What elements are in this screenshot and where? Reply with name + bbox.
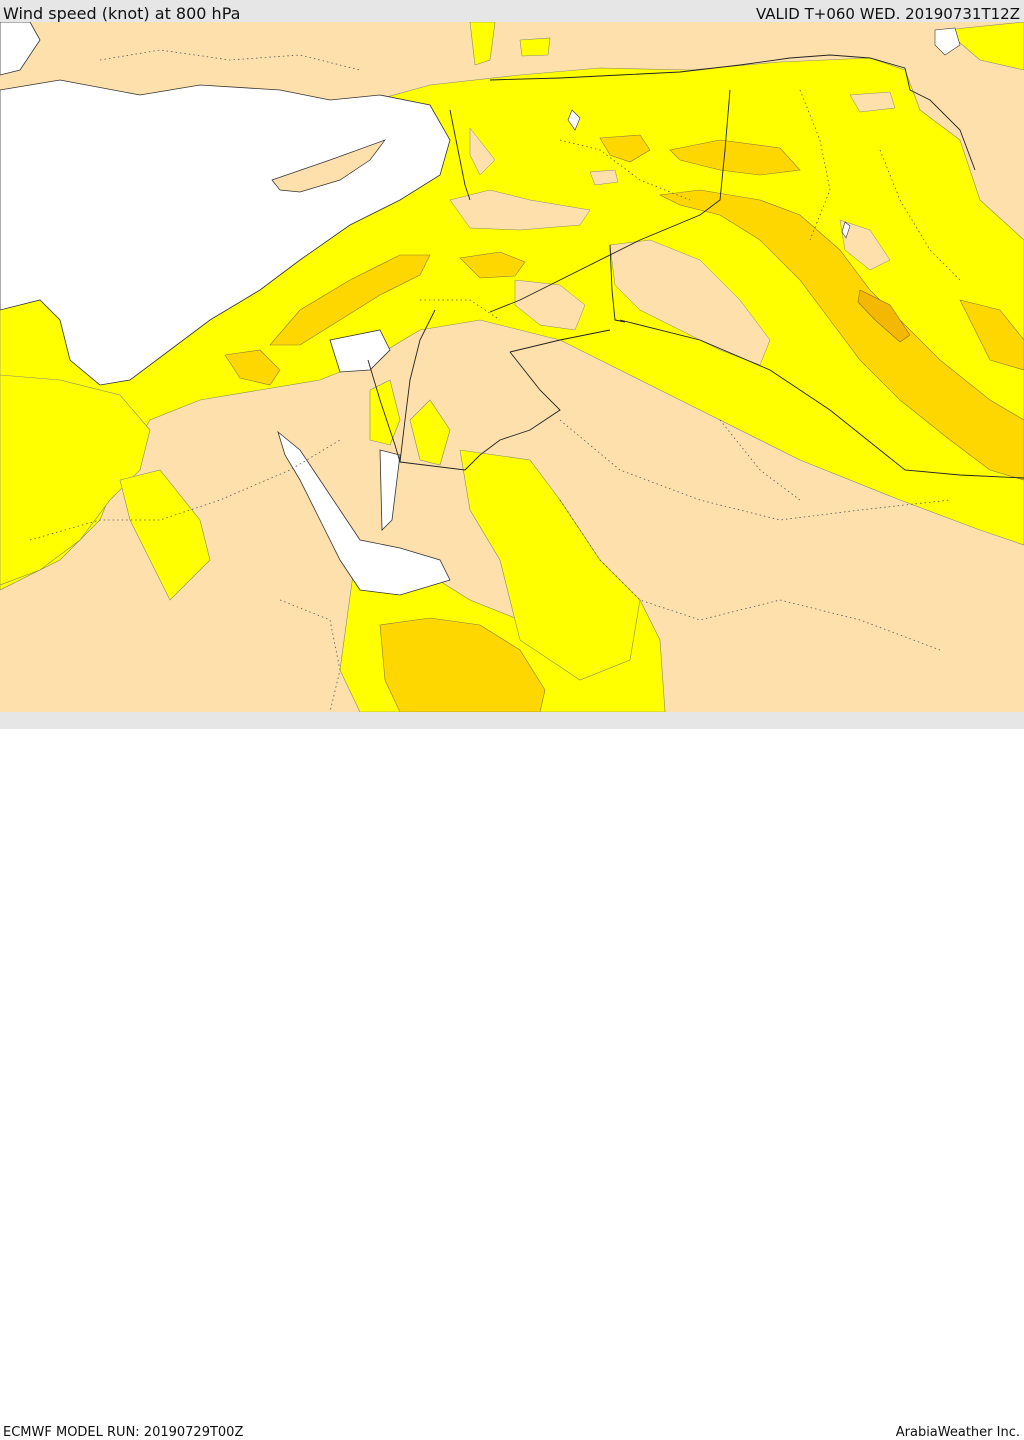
map-title: Wind speed (knot) at 800 hPa (3, 4, 241, 23)
province-borders (29, 49, 961, 712)
country-borders (367, 54, 1024, 479)
cyprus-island (271, 139, 386, 193)
wind-speed-map (0, 22, 1024, 712)
wind-band-mid (224, 134, 1024, 712)
header-bar: Wind speed (knot) at 800 hPa VALID T+060… (0, 0, 1024, 23)
credit-label: ArabiaWeather Inc. (895, 1425, 1020, 1440)
model-run-label: ECMWF MODEL RUN: 20190729T00Z (3, 1425, 244, 1440)
sea-areas (0, 22, 451, 596)
footer-bar: ECMWF MODEL RUN: 20190729T00Z ArabiaWeat… (0, 712, 1024, 1440)
valid-time-label: VALID T+060 WED. 20190731T12Z (755, 5, 1020, 23)
lakes (567, 27, 961, 239)
calm-land-patches (449, 91, 896, 366)
wind-band-high (857, 289, 911, 343)
